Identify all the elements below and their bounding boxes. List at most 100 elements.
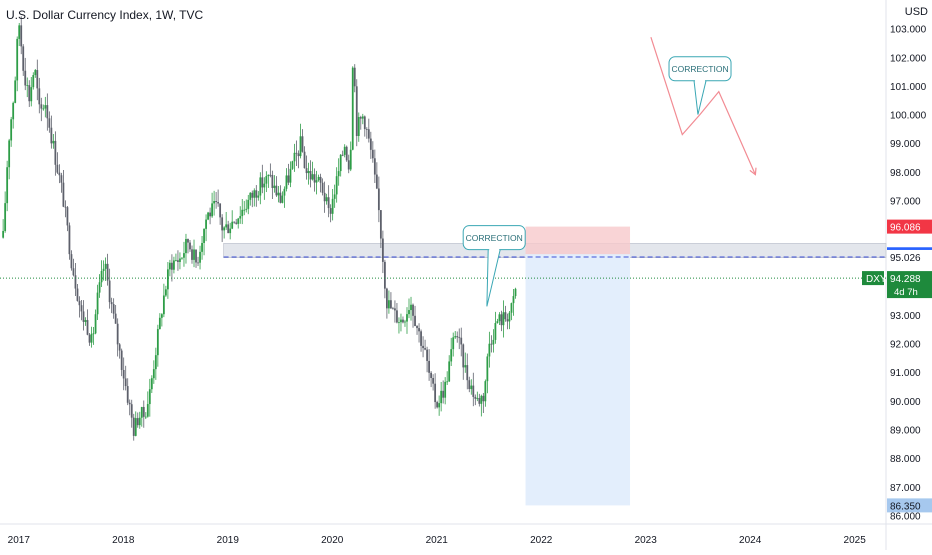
candle-body [275, 185, 278, 196]
candle-body [84, 320, 87, 322]
candle-body [398, 322, 400, 324]
candle-body [450, 349, 453, 362]
candle-body [337, 171, 340, 177]
candle-body [78, 300, 81, 306]
candle-body [94, 314, 97, 334]
candle-body [335, 176, 338, 195]
candle-body [307, 171, 310, 174]
projection-path [650, 37, 756, 175]
last-price-label: 94.288 [890, 274, 921, 285]
candle-body [390, 300, 392, 309]
candle-body [287, 175, 290, 183]
candle-body [303, 151, 306, 169]
candle-body [154, 355, 157, 370]
candle-body [371, 149, 374, 159]
candle-body [261, 177, 264, 188]
candle-body [229, 228, 232, 234]
price-tag [887, 498, 932, 513]
candle-body [169, 262, 171, 270]
candle-body [156, 329, 159, 356]
candle-body [72, 268, 75, 276]
candle-body [62, 182, 65, 207]
candle-body [488, 343, 491, 357]
candle-body [464, 365, 467, 368]
candle-body [128, 402, 131, 405]
candle-body [402, 319, 404, 323]
candle-body [420, 331, 422, 346]
candle-body [377, 188, 380, 211]
candle-body [339, 154, 342, 172]
candle-body [183, 253, 185, 258]
candle-body [100, 270, 103, 283]
candle-body [367, 129, 370, 139]
candle-body [213, 201, 216, 204]
candle-body [66, 207, 69, 226]
candle-body [86, 320, 89, 335]
candle-body [181, 257, 183, 259]
candle-body [144, 416, 147, 418]
candle-body [273, 185, 276, 188]
x-tick-label: 2018 [112, 535, 135, 546]
candle-body [255, 190, 258, 198]
candle-body [12, 102, 15, 120]
candle-body [369, 138, 372, 150]
candle-body [289, 168, 292, 183]
candle-body [98, 282, 101, 293]
candle-body [313, 174, 316, 183]
candle-body [349, 149, 352, 170]
candle-body [500, 314, 503, 326]
candle-body [126, 386, 129, 403]
candle-body [6, 167, 9, 204]
y-tick-label: 102.000 [890, 53, 927, 64]
candle-body [92, 333, 95, 335]
price-tag-label: 95.026 [890, 253, 921, 264]
callout-joint [695, 79, 706, 83]
price-tag [887, 249, 932, 264]
candle-body [343, 146, 346, 155]
y-tick-label: 92.000 [890, 340, 921, 351]
stop-loss-box [525, 226, 631, 255]
candle-body [394, 308, 396, 311]
candle-body [211, 203, 213, 217]
candle-body [408, 310, 410, 315]
candle-body [148, 389, 151, 405]
candle-body [118, 344, 121, 351]
currency-label[interactable]: USD [904, 6, 928, 18]
candle-body [160, 314, 163, 318]
projection-arrowhead [749, 167, 757, 176]
x-tick-label: 2020 [321, 535, 344, 546]
candle-body [492, 339, 495, 345]
candle-body [412, 304, 414, 316]
candle-body [325, 197, 328, 202]
candle-body [90, 333, 93, 343]
candle-body [20, 25, 23, 47]
candle-body [54, 140, 57, 165]
candle-body [138, 417, 141, 426]
candle-body [472, 385, 475, 397]
candle-body [70, 254, 73, 269]
candle-body [40, 104, 43, 109]
candle-body [508, 312, 511, 322]
candle-body [373, 158, 376, 175]
candle-body [116, 323, 119, 345]
candle-body [68, 225, 71, 255]
candle-body [474, 396, 477, 399]
candle-body [130, 404, 133, 418]
candle-body [396, 310, 398, 323]
candle-body [237, 218, 240, 224]
price-tag-label: 86.350 [890, 501, 921, 512]
candle-body [16, 38, 19, 81]
candle-body [22, 46, 25, 71]
candle-body [267, 174, 270, 177]
candle-body [351, 67, 354, 150]
y-tick-label: 93.000 [890, 311, 921, 322]
price-tag-label: 96.086 [890, 223, 921, 234]
callout-joint [489, 248, 500, 252]
candle-body [341, 154, 344, 156]
candle-body [82, 311, 85, 322]
candle-body [504, 312, 507, 320]
candle-body [219, 203, 222, 218]
candle-body [448, 361, 451, 382]
